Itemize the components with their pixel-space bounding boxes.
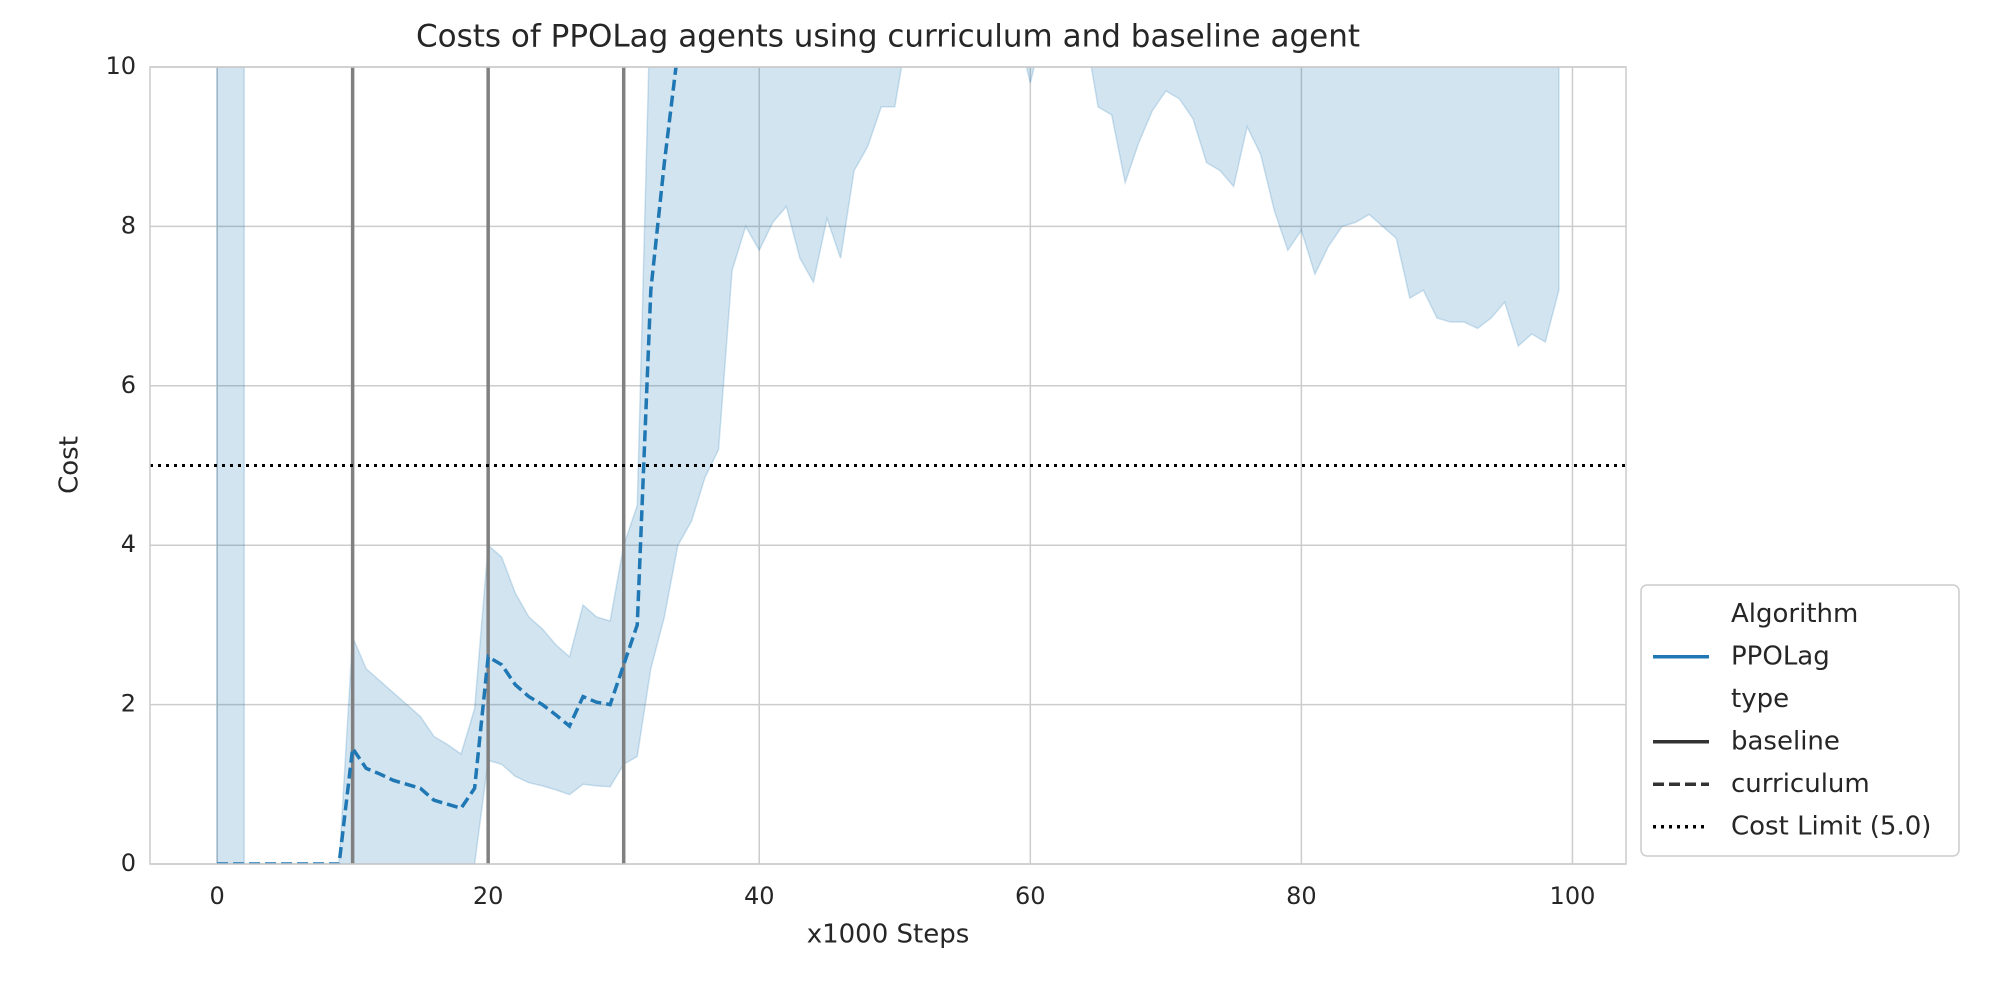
legend-label: curriculum: [1731, 769, 1870, 799]
plot-frame: [149, 66, 1627, 865]
legend-label: Cost Limit (5.0): [1731, 811, 1931, 841]
confidence-band: [216, 67, 245, 864]
y-tick-label: 4: [121, 530, 136, 558]
legend-label: Algorithm: [1731, 599, 1858, 629]
plot-area: [150, 67, 1626, 864]
x-tick-label: 80: [1286, 882, 1317, 910]
x-tick-label: 40: [744, 882, 775, 910]
y-axis-label: Cost: [55, 436, 85, 494]
x-axis-label: x1000 Steps: [807, 920, 970, 950]
x-tick-label: 100: [1550, 882, 1596, 910]
x-tick-label: 20: [473, 882, 504, 910]
x-tick-label: 60: [1015, 882, 1046, 910]
legend-label: PPOLag: [1731, 641, 1830, 671]
y-tick-label: 0: [121, 849, 136, 877]
y-tick-label: 6: [121, 371, 136, 399]
legend: Algorithm PPOLag type baseline curriculum Cos…: [1640, 584, 1960, 857]
legend-label: type: [1731, 684, 1789, 714]
legend-label: baseline: [1731, 726, 1840, 756]
y-tick-label: 2: [121, 690, 136, 718]
x-tick-label: 0: [209, 882, 224, 910]
series-line: [217, 67, 678, 864]
chart-title: Costs of PPOLag agents using curriculum …: [416, 19, 1360, 55]
legend-box: [1640, 584, 1960, 857]
confidence-band: [217, 67, 1560, 864]
y-tick-label: 8: [121, 211, 136, 239]
y-tick-label: 10: [105, 52, 136, 80]
